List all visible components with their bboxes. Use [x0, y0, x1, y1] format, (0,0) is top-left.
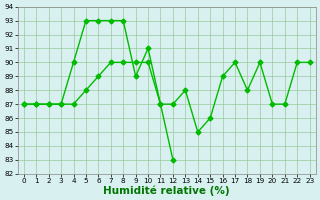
- X-axis label: Humidité relative (%): Humidité relative (%): [103, 185, 230, 196]
